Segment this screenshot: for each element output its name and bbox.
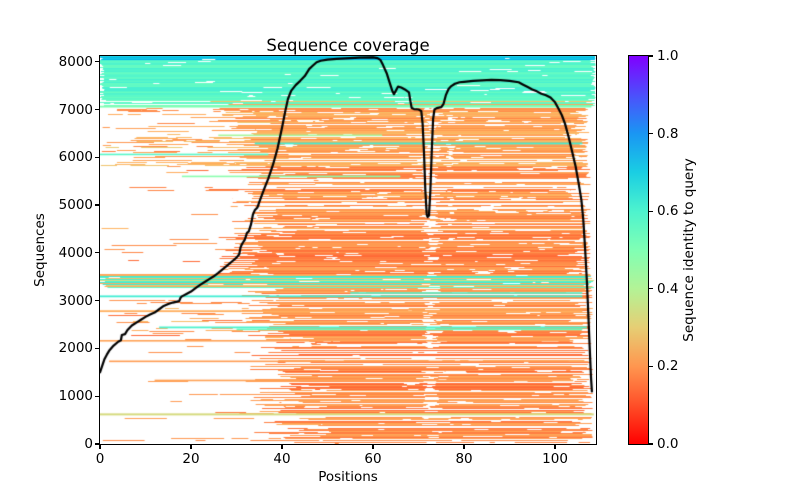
y-tick-mark — [95, 347, 99, 350]
colorbar-gradient — [629, 56, 648, 444]
y-tick-mark — [95, 395, 99, 397]
y-tick-label: 1000 — [58, 388, 93, 405]
colorbar-tick-label: 1.0 — [657, 48, 679, 64]
colorbar-tick-mark — [649, 443, 653, 445]
colorbar-tick-mark — [649, 133, 653, 135]
colorbar — [628, 55, 649, 445]
y-tick-label: 6000 — [58, 149, 93, 166]
colorbar-tick-label: 0.4 — [657, 280, 679, 297]
y-tick-label: 2000 — [58, 340, 93, 357]
y-tick-mark — [95, 156, 99, 158]
y-tick-label: 7000 — [58, 101, 93, 118]
y-tick-mark — [95, 252, 99, 254]
y-tick-label: 3000 — [58, 292, 93, 309]
y-tick-mark — [95, 443, 99, 445]
y-tick-label: 5000 — [58, 197, 93, 214]
x-tick-label: 20 — [182, 451, 200, 467]
y-tick-label: 8000 — [58, 53, 93, 70]
colorbar-tick-label: 0.8 — [657, 125, 679, 142]
x-tick-mark — [190, 445, 192, 449]
x-tick-label: 80 — [455, 451, 473, 467]
colorbar-tick-label: 0.0 — [657, 436, 679, 452]
plot-area — [99, 55, 597, 445]
x-tick-mark — [99, 445, 101, 449]
x-tick-label: 100 — [542, 451, 568, 467]
colorbar-label: Sequence identity to query — [681, 158, 697, 342]
msa-coverage-canvas — [100, 56, 596, 444]
y-tick-mark — [95, 300, 99, 302]
colorbar-tick-mark — [649, 55, 653, 57]
y-tick-mark — [95, 61, 99, 63]
y-tick-mark — [95, 204, 99, 206]
x-tick-mark — [372, 445, 374, 449]
y-tick-mark — [95, 108, 99, 111]
x-tick-mark — [463, 445, 465, 449]
x-tick-label: 60 — [364, 451, 382, 467]
x-tick-mark — [281, 445, 283, 449]
colorbar-tick-label: 0.2 — [657, 358, 679, 375]
plot-title: Sequence coverage — [266, 36, 430, 55]
y-tick-label: 0 — [84, 436, 93, 452]
x-tick-label: 40 — [273, 451, 291, 467]
colorbar-tick-mark — [649, 288, 653, 290]
x-axis-label: Positions — [318, 469, 378, 485]
y-tick-label: 4000 — [58, 244, 93, 261]
colorbar-tick-mark — [649, 210, 653, 212]
y-axis-label: Sequences — [32, 213, 48, 287]
x-tick-mark — [554, 445, 556, 449]
colorbar-tick-mark — [649, 365, 653, 367]
x-tick-label: 0 — [95, 451, 105, 467]
colorbar-tick-label: 0.6 — [657, 203, 679, 220]
